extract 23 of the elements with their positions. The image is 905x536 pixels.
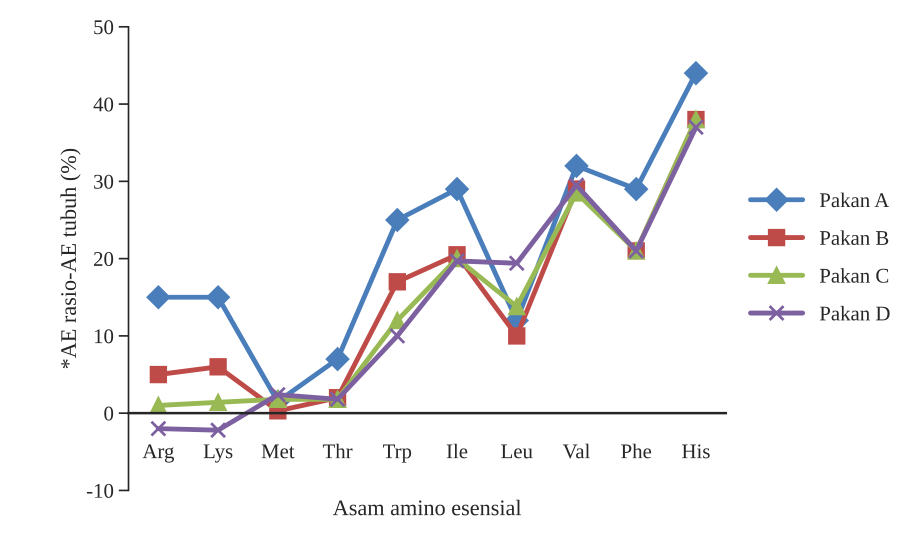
x-tick-label: Ile (446, 444, 468, 458)
x-tick-label: Phe (621, 444, 652, 458)
y-tick-label: 40 (94, 97, 114, 112)
legend-label: Pakan A (820, 192, 890, 208)
x-tick-label: Thr (322, 444, 352, 458)
y-tick-label: 20 (94, 252, 114, 266)
x-axis-title: Asam amino esensial (332, 500, 522, 516)
y-tick-label: 10 (94, 329, 114, 344)
x-tick-label: Leu (501, 444, 533, 458)
x-tick-label: His (682, 444, 710, 458)
y-tick-label: -10 (86, 484, 114, 498)
x-tick-label: Val (562, 444, 590, 458)
y-tick-label: 0 (104, 406, 114, 421)
x-tick-label: Lys (204, 444, 232, 463)
x-tick-label: Met (262, 444, 294, 458)
legend-label: Pakan B (820, 230, 888, 246)
legend-label: Pakan C (820, 268, 888, 283)
y-tick-label: 50 (94, 20, 114, 34)
x-tick-label: Arg (142, 444, 174, 463)
y-axis-title: *AE rasio-AE tubuh (%) (60, 148, 81, 368)
legend-label: Pakan D (820, 306, 890, 321)
x-tick-label: Trp (383, 444, 412, 463)
y-tick-label: 30 (94, 174, 114, 189)
